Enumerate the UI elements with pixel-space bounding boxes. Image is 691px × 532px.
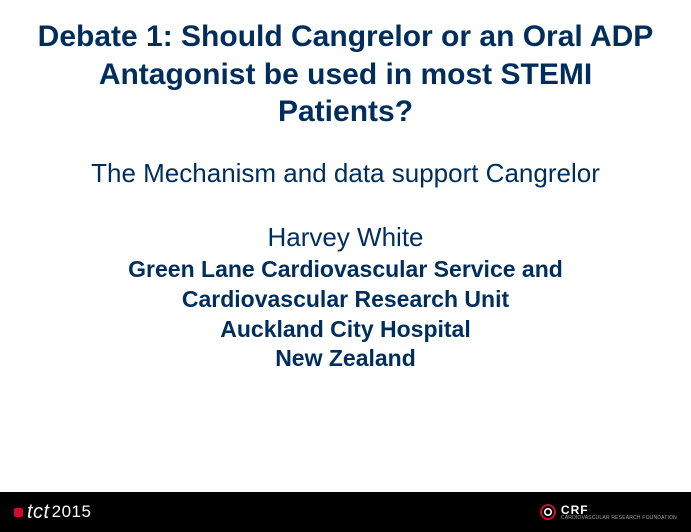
footer-right-logo: CRF CARDIOVASCULAR RESEARCH FOUNDATION: [539, 503, 677, 521]
affiliation-line: Cardiovascular Research Unit: [182, 285, 509, 315]
tct-year-text: 2015: [52, 502, 92, 522]
slide-title: Debate 1: Should Cangrelor or an Oral AD…: [28, 18, 663, 131]
slide: Debate 1: Should Cangrelor or an Oral AD…: [0, 0, 691, 532]
crf-tagline-text: CARDIOVASCULAR RESEARCH FOUNDATION: [561, 516, 677, 521]
affiliation-line: New Zealand: [275, 344, 416, 374]
speaker-name: Harvey White: [267, 221, 423, 255]
crf-mark-icon: [539, 503, 557, 521]
slide-subtitle: The Mechanism and data support Cangrelor: [91, 157, 600, 190]
affiliation-line: Auckland City Hospital: [220, 315, 470, 345]
footer-bar: tct 2015 CRF CARDIOVASCULAR RESEARCH FOU…: [0, 492, 691, 532]
crf-logo: CRF CARDIOVASCULAR RESEARCH FOUNDATION: [539, 503, 677, 521]
tct-dot-icon: [14, 508, 23, 517]
tct-brand-text: tct: [27, 501, 50, 524]
affiliation-line: Green Lane Cardiovascular Service and: [128, 255, 563, 285]
crf-text-block: CRF CARDIOVASCULAR RESEARCH FOUNDATION: [561, 504, 677, 521]
footer-left-logo: tct 2015: [14, 501, 91, 524]
crf-org-text: CRF: [561, 504, 677, 516]
